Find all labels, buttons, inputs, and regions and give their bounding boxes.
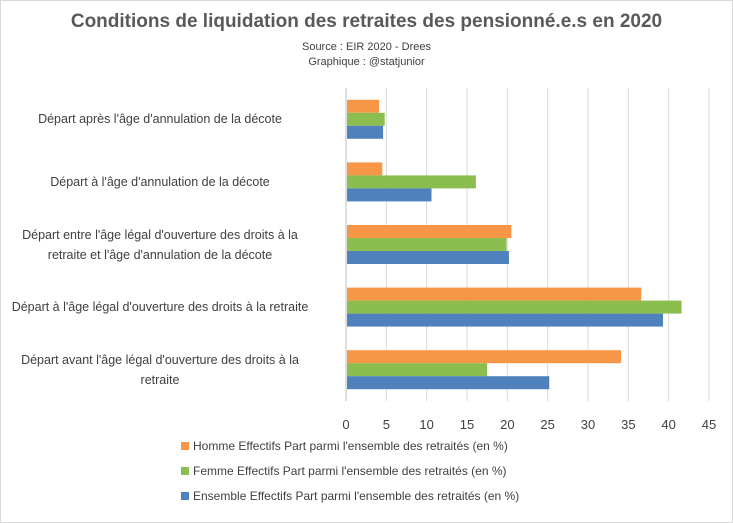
bar-ensemble: [347, 376, 550, 390]
chart-subtitle-credit: Graphique : @statjunior: [308, 56, 425, 68]
chart-subtitle-source: Source : EIR 2020 - Drees: [301, 41, 431, 53]
x-tick-label: 30: [581, 417, 595, 432]
bar-homme: [347, 350, 622, 364]
category-label-line: retraite et l'âge d'annulation de la déc…: [47, 247, 273, 262]
legend-item: Femme Effectifs Part parmi l'ensemble de…: [181, 464, 507, 478]
legend-item: Homme Effectifs Part parmi l'ensemble de…: [181, 439, 508, 453]
bar-ensemble: [347, 125, 384, 139]
legend-label: Homme Effectifs Part parmi l'ensemble de…: [193, 439, 508, 453]
bar-homme: [347, 225, 512, 238]
bar-homme: [347, 162, 383, 176]
x-tick-label: 35: [621, 417, 635, 432]
bar-ensemble: [347, 251, 509, 264]
category-label-line: retraite: [140, 372, 180, 387]
category-label-line: Départ à l'âge d'annulation de la décote: [50, 174, 270, 189]
legend-swatch: [181, 442, 189, 450]
category-label-line: Départ à l'âge légal d'ouverture des dro…: [11, 300, 309, 315]
legend-item: Ensemble Effectifs Part parmi l'ensemble…: [181, 489, 519, 503]
chart-title: Conditions de liquidation des retraites …: [70, 11, 663, 32]
legend-swatch: [181, 467, 189, 475]
bar-homme: [347, 287, 642, 301]
x-tick-label: 0: [342, 417, 349, 432]
x-tick-label: 15: [460, 417, 474, 432]
legend-label: Femme Effectifs Part parmi l'ensemble de…: [193, 464, 507, 478]
x-tick-label: 5: [383, 417, 390, 432]
category-label: Départ avant l'âge légal d'ouverture des…: [0, 350, 330, 390]
category-label-line: Départ avant l'âge légal d'ouverture des…: [21, 352, 299, 367]
bar-femme: [347, 238, 507, 251]
bar-femme: [347, 112, 385, 126]
bar-femme: [347, 300, 682, 314]
x-tick-label: 40: [661, 417, 675, 432]
bar-ensemble: [347, 188, 432, 202]
x-tick-label: 25: [540, 417, 554, 432]
bar-homme: [347, 99, 380, 113]
legend-label: Ensemble Effectifs Part parmi l'ensemble…: [193, 489, 520, 503]
bar-femme: [347, 363, 488, 377]
legend-swatch: [181, 492, 189, 500]
x-tick-label: 45: [702, 417, 716, 432]
x-tick-label: 20: [500, 417, 514, 432]
x-tick-label: 10: [419, 417, 433, 432]
bar-ensemble: [347, 313, 664, 327]
category-label: Départ entre l'âge légal d'ouverture des…: [0, 225, 330, 265]
category-label: Départ à l'âge d'annulation de la décote: [0, 172, 330, 192]
category-label-line: Départ après l'âge d'annulation de la dé…: [38, 112, 282, 127]
category-label: Départ à l'âge légal d'ouverture des dro…: [0, 297, 330, 317]
category-label: Départ après l'âge d'annulation de la dé…: [0, 109, 330, 129]
category-label-line: Départ entre l'âge légal d'ouverture des…: [22, 227, 298, 242]
bar-femme: [347, 175, 476, 189]
